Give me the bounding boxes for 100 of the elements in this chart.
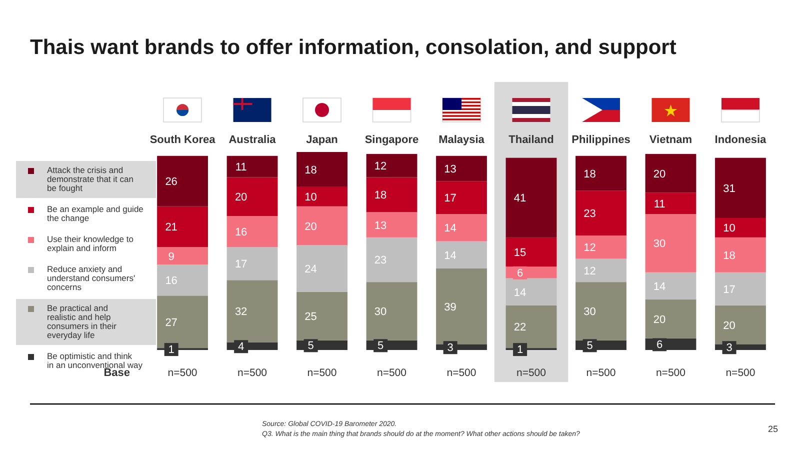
bar [296,206,348,246]
data-label: 6 [656,339,663,352]
data-label: 30 [584,306,596,318]
bar [645,154,696,193]
data-label: 24 [304,263,317,276]
data-label: 17 [723,284,736,296]
bar [645,214,696,272]
data-label: 17 [444,192,456,205]
bar [576,190,626,236]
data-label: 12 [584,265,596,278]
bar [366,212,418,238]
legend-label: Use their knowledge to explain and inform [47,234,134,253]
x-tick-label: Singapore [364,134,419,146]
bar [157,264,208,296]
chart-title: Thais want brands to offer information, consolation, and support [30,36,676,59]
data-label: 5 [586,340,593,352]
bar [226,247,278,280]
data-label: 13 [444,164,456,176]
data-label: 14 [653,280,666,293]
bar [226,280,278,342]
bar [226,156,278,178]
bar [436,241,487,268]
data-label: 17 [234,258,248,271]
data-label: 31 [723,182,736,195]
data-label: 1 [516,344,524,356]
data-label: 3 [726,342,732,354]
data-label: 6 [516,267,524,280]
bar [715,305,766,344]
x-tick-label: South Korea [150,134,216,146]
bar [157,206,208,248]
bar [366,237,418,282]
data-label: 20 [653,314,666,326]
bar [715,158,766,218]
data-label: 13 [374,220,387,232]
data-label: 9 [168,250,174,263]
bar [715,237,766,272]
data-label: 18 [723,250,736,262]
legend-label: Attack the crisis and demonstrate that it can be fought [47,165,134,193]
bar [366,282,418,340]
data-label: 15 [514,246,526,259]
data-label: 1 [168,344,174,356]
x-tick-label: Japan [306,134,338,146]
x-tick-label: Vietnam [649,134,692,146]
text: n=500 [377,367,407,379]
data-label: 26 [165,176,178,188]
data-label: 10 [723,222,736,235]
data-label: 18 [584,168,596,180]
bar [576,258,626,282]
data-label: 14 [444,250,456,262]
text: n=500 [656,367,686,379]
data-label: 18 [304,164,317,176]
bar [436,214,487,242]
data-label: 39 [444,301,456,314]
data-label: 18 [374,190,387,202]
bar [296,245,348,292]
data-label: 3 [447,342,454,354]
bar [715,218,766,238]
data-label: 20 [234,192,248,204]
bar [576,282,626,340]
legend-label: Be practical and realistic and help consumers in their everyday life [47,303,117,340]
x-tick-label: Thailand [508,134,554,146]
text: 25 [768,424,778,434]
x-tick-label: Indonesia [714,134,768,146]
x-tick-label: Australia [228,134,277,146]
text: n=500 [516,367,546,379]
bar [296,152,348,187]
bar [715,272,766,306]
data-label: 30 [374,306,387,318]
data-label: 14 [514,286,526,299]
legend-label: Be optimistic and think in an unconventional way [47,351,144,370]
data-label: 16 [165,275,178,288]
data-label: 12 [374,160,387,173]
data-label: 5 [308,340,314,352]
data-label: 4 [238,341,244,354]
data-label: 23 [374,254,387,267]
bar [645,300,696,338]
bar [506,237,557,267]
bar [576,156,626,191]
bar [436,181,487,214]
data-label: 30 [653,238,666,250]
bar [366,154,418,178]
data-label: 11 [654,198,666,210]
bar [645,192,696,214]
bar [506,158,557,238]
data-label: 5 [377,340,384,352]
bar [645,272,696,300]
text: n=500 [446,367,476,379]
text: n=500 [307,367,337,379]
data-label: 23 [584,208,596,220]
data-label: 21 [165,222,178,234]
bar [366,177,418,212]
bar [296,186,348,206]
data-label: 14 [444,222,456,235]
data-label: 10 [304,192,317,204]
data-label: 16 [234,226,248,239]
bar [296,292,348,340]
legend-label: Reduce anxiety and understand consumers' concerns [47,264,136,292]
bar [157,247,208,265]
text: n=500 [238,367,268,379]
x-tick-label: Malaysia [438,134,486,146]
